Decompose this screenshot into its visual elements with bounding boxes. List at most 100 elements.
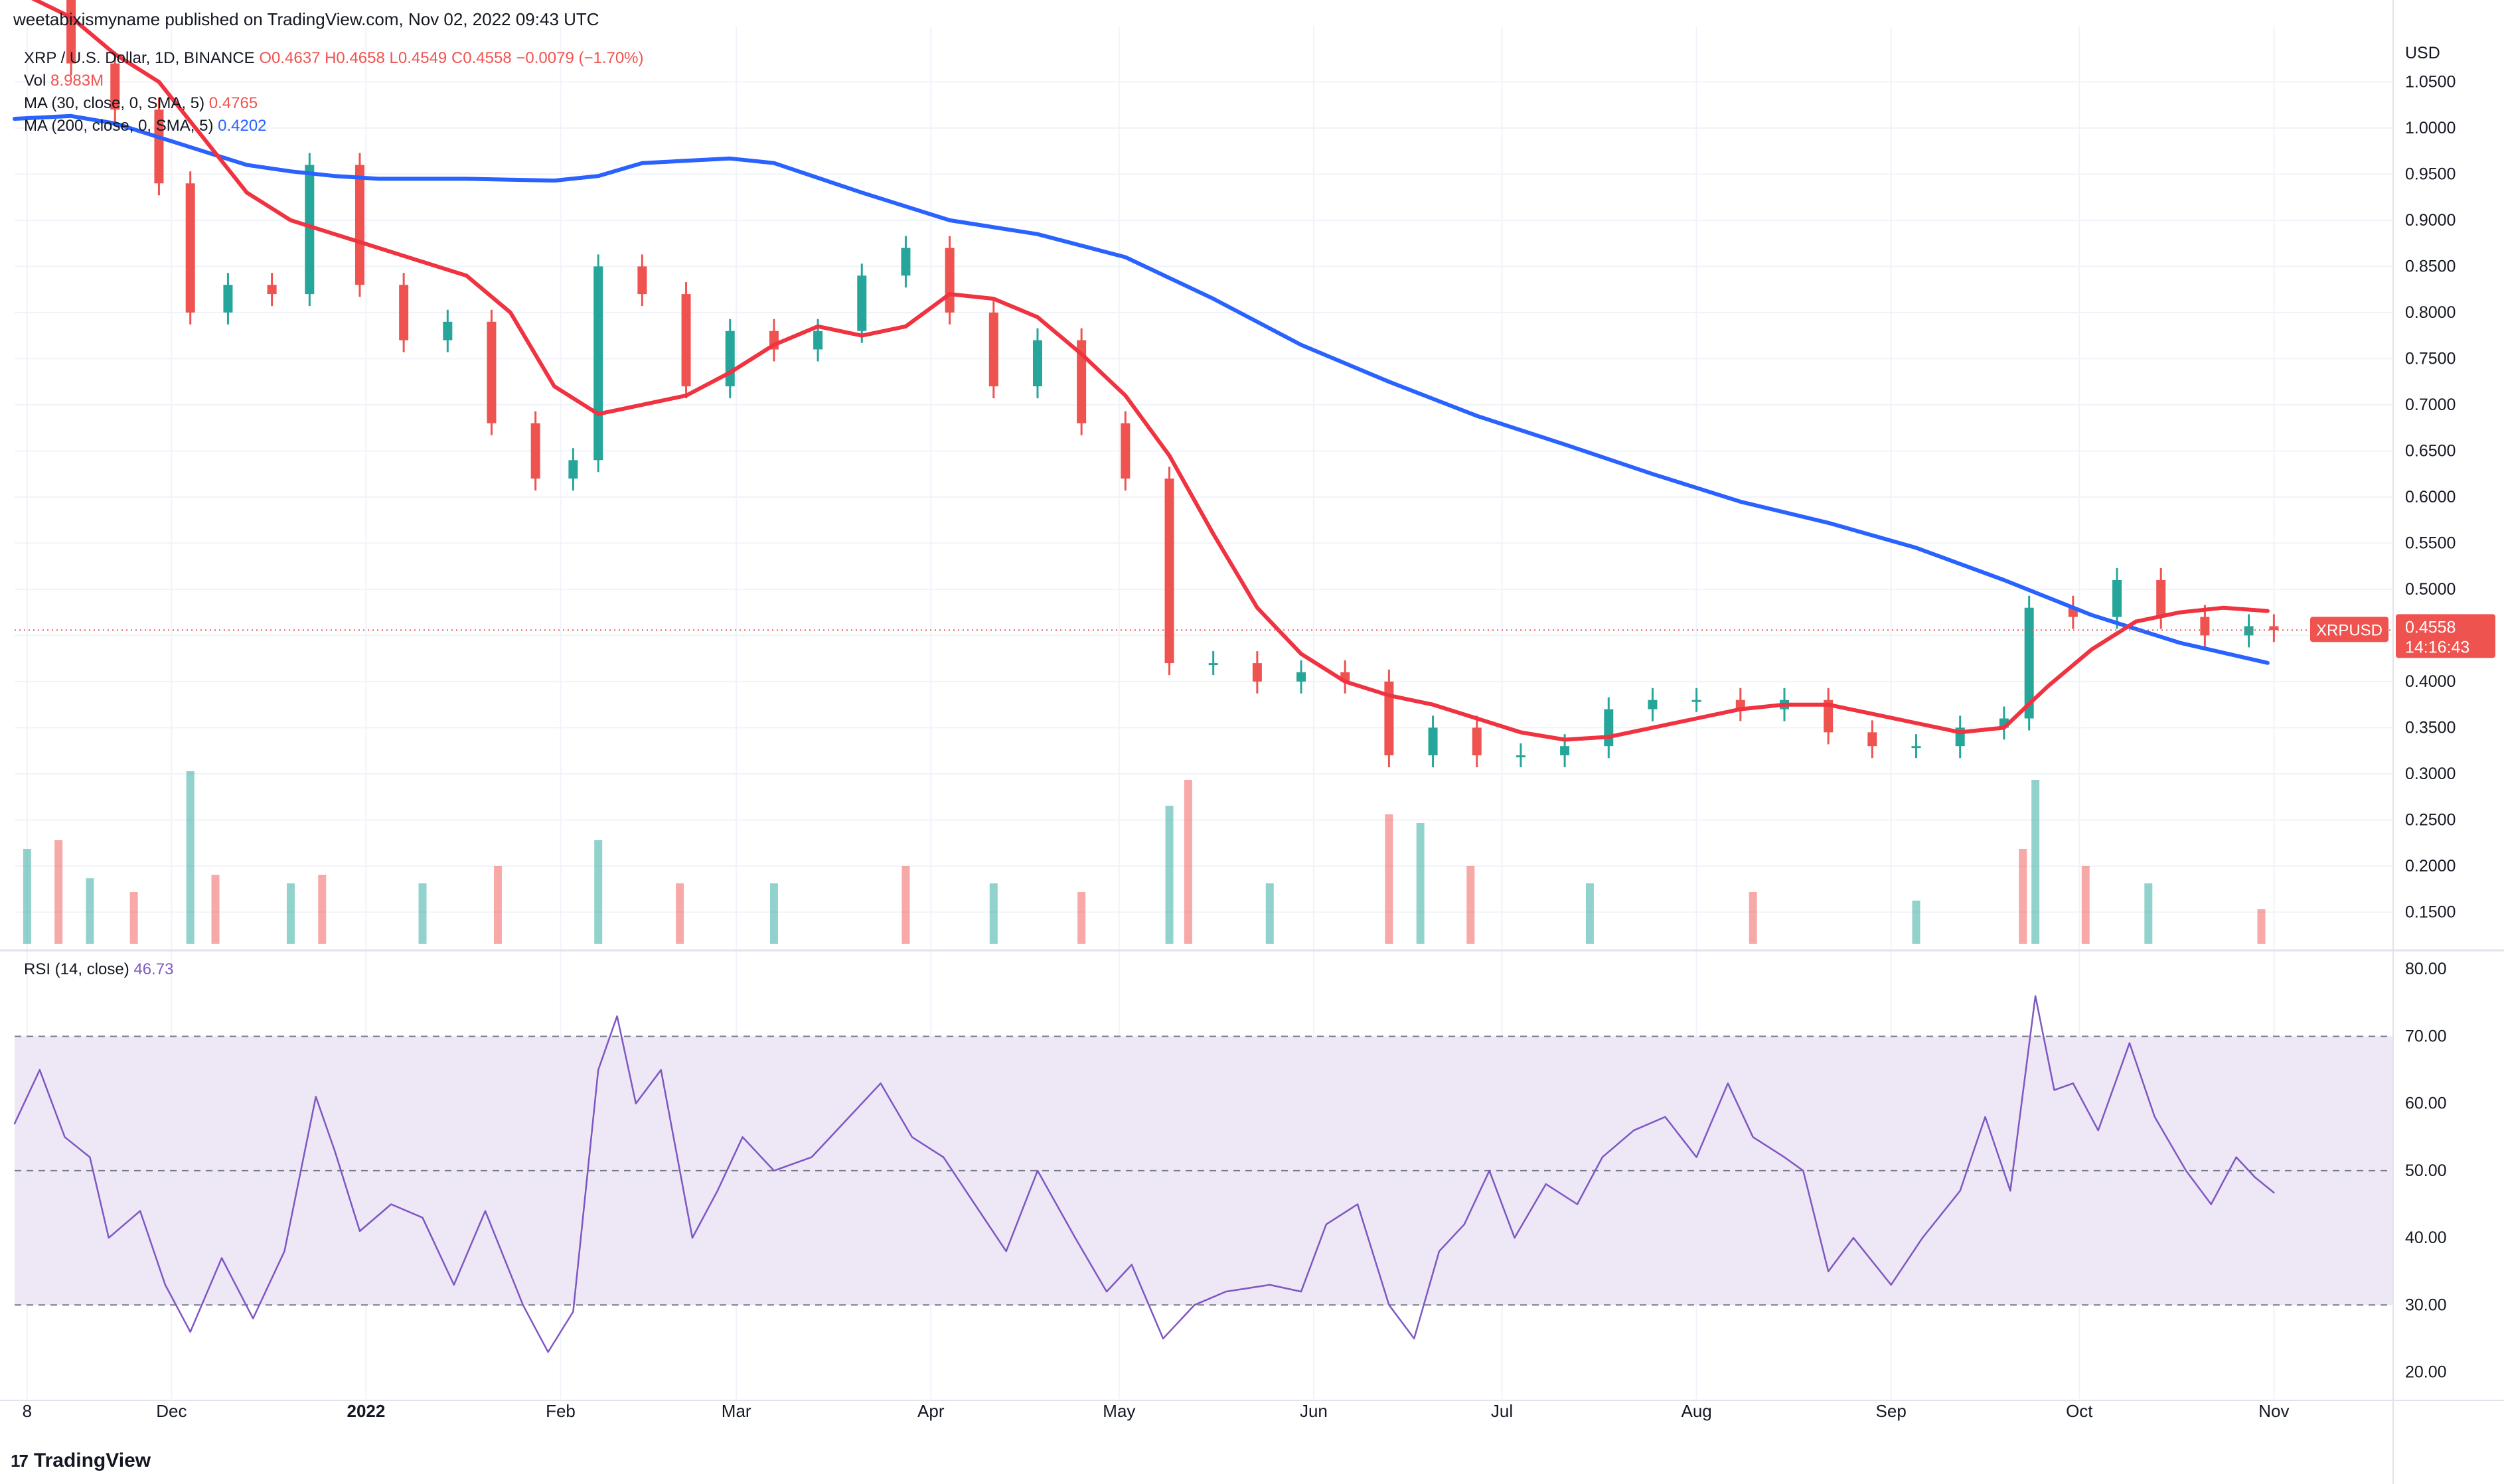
candle-body — [1121, 423, 1131, 479]
volume-bar — [676, 883, 684, 944]
candle-body — [223, 285, 233, 313]
ma30-value: 0.4765 — [208, 94, 258, 112]
time-axis-tick-label: Apr — [917, 1401, 945, 1421]
candle-body — [1648, 700, 1658, 709]
price-axis-tick-label: 0.5000 — [2405, 580, 2456, 599]
tradingview-brand[interactable]: 17 TradingView — [11, 1449, 151, 1472]
candle-body — [857, 275, 867, 331]
ma200-legend[interactable]: MA (200, close, 0, SMA, 5) 0.4202 — [24, 117, 267, 135]
volume-bar — [186, 771, 195, 944]
volume-bar — [1466, 866, 1475, 944]
ma200-line — [13, 113, 2270, 665]
candle-body — [901, 248, 911, 276]
volume-bar — [2257, 909, 2266, 944]
candle-body — [637, 266, 647, 295]
volume-bar — [2144, 883, 2153, 944]
time-axis-tick-label: Sep — [1876, 1401, 1907, 1421]
volume-bar — [129, 892, 138, 944]
volume-bar — [23, 849, 31, 944]
candle-body — [1032, 340, 1042, 387]
candle-body — [593, 266, 603, 461]
price-axis-tick-label: 1.0500 — [2405, 72, 2456, 91]
time-axis-tick-label: May — [1103, 1401, 1135, 1421]
volume-bar — [989, 883, 998, 944]
price-tag-price: 0.4558 — [2405, 618, 2456, 636]
candle-body — [1428, 727, 1438, 756]
volume-bar — [1385, 814, 1393, 944]
candle-body — [443, 321, 453, 340]
candle-body — [110, 63, 120, 110]
volume-legend[interactable]: Vol 8.983M — [24, 72, 104, 90]
price-tag-countdown: 14:16:43 — [2405, 638, 2469, 656]
candle-body — [354, 165, 364, 285]
candle-body — [725, 331, 735, 387]
ohlc-low: L0.4549 — [389, 49, 447, 67]
candle-body — [1472, 727, 1482, 756]
ohlc-open: O0.4637 — [259, 49, 321, 67]
volume-value: 8.983M — [50, 72, 104, 90]
time-axis-tick-label: 8 — [23, 1401, 32, 1421]
symbol-name: XRP / U.S. Dollar, 1D, BINANCE — [24, 49, 255, 67]
ma200-value: 0.4202 — [218, 117, 267, 135]
candle-body — [1867, 732, 1877, 747]
candle-body — [1911, 746, 1921, 749]
volume-histogram — [23, 771, 2266, 944]
candle-body — [568, 460, 578, 479]
rsi-axis-tick-label: 80.00 — [2405, 960, 2447, 978]
candle-body — [267, 285, 277, 295]
rsi-value: 46.73 — [133, 960, 174, 978]
volume-bar — [1585, 883, 1594, 944]
volume-bar — [418, 883, 427, 944]
tradingview-logo-icon: 17 — [11, 1450, 29, 1471]
time-axis-tick-label: 2022 — [347, 1401, 385, 1421]
volume-bar — [286, 883, 295, 944]
price-axis-tick-label: 0.1500 — [2405, 903, 2456, 921]
candle-body — [399, 285, 409, 340]
rsi-axis-tick-label: 70.00 — [2405, 1027, 2447, 1045]
price-axis-tick-label: 0.7500 — [2405, 349, 2456, 368]
price-axis-tick-label: 0.6000 — [2405, 488, 2456, 506]
volume-bar — [1912, 901, 1920, 944]
volume-bar — [2081, 866, 2090, 944]
candle-body — [2112, 580, 2122, 617]
candle-body — [1824, 700, 1834, 733]
time-axis-tick-label: Jul — [1491, 1401, 1513, 1421]
volume-label: Vol — [24, 72, 46, 90]
price-axis-tick-label: 0.2500 — [2405, 810, 2456, 829]
time-axis-tick-label: Nov — [2258, 1401, 2289, 1421]
brand-name: TradingView — [33, 1449, 151, 1471]
candle-body — [2269, 626, 2279, 631]
time-axis-tick-label: Jun — [1300, 1401, 1328, 1421]
volume-bar — [901, 866, 910, 944]
candle-body — [813, 331, 823, 350]
candle-body — [1560, 746, 1570, 756]
volume-bar — [1184, 780, 1192, 944]
volume-bar — [1077, 892, 1086, 944]
candle-body — [305, 165, 315, 295]
candle-body — [1252, 663, 1262, 682]
time-axis-tick-label: Mar — [722, 1401, 751, 1421]
volume-bar — [1265, 883, 1274, 944]
volume-bar — [86, 878, 94, 944]
volume-bar — [1749, 892, 1757, 944]
candle-body — [988, 312, 998, 387]
last-price-tag: XRPUSD 0.4558 14:16:43 — [2310, 614, 2495, 658]
candle-body — [487, 321, 497, 423]
ma200-label: MA (200, close, 0, SMA, 5) — [24, 117, 214, 135]
candle-body — [1516, 755, 1526, 758]
ma30-legend[interactable]: MA (30, close, 0, SMA, 5) 0.4765 — [24, 94, 258, 113]
time-axis-tick-label: Dec — [156, 1401, 187, 1421]
candle-body — [1077, 340, 1087, 423]
rsi-axis-tick-label: 20.00 — [2405, 1363, 2447, 1382]
candle-body — [1208, 663, 1218, 666]
symbol-legend[interactable]: XRP / U.S. Dollar, 1D, BINANCE O0.4637 H… — [24, 49, 644, 68]
rsi-legend[interactable]: RSI (14, close) 46.73 — [24, 960, 173, 979]
price-axis-tick-label: 0.8500 — [2405, 257, 2456, 275]
rsi-axis-tick-label: 40.00 — [2405, 1228, 2447, 1247]
price-axis-tick-label: 0.8000 — [2405, 303, 2456, 322]
candle-body — [185, 183, 195, 313]
price-axis-tick-label: 1.0000 — [2405, 119, 2456, 137]
candle-body — [681, 294, 691, 387]
candle-body — [2024, 607, 2034, 719]
